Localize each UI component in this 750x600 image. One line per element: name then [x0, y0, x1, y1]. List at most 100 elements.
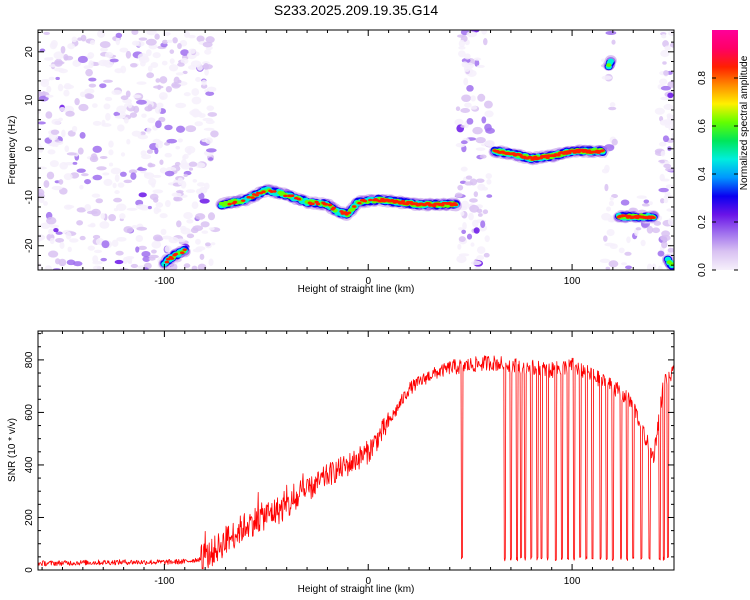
noise-blob	[63, 204, 73, 210]
noise-blob	[609, 196, 614, 201]
noise-blob	[138, 55, 150, 63]
noise-blob	[53, 60, 65, 65]
signal-blob	[339, 210, 344, 213]
noise-blob	[626, 236, 631, 244]
noise-blob	[660, 198, 665, 204]
noise-blob	[114, 259, 124, 265]
noise-blob	[89, 155, 99, 163]
noise-blob	[663, 163, 671, 169]
noise-blob	[88, 83, 97, 88]
noise-blob	[92, 260, 103, 265]
noise-blob	[663, 70, 669, 76]
y-tick-label: 200	[24, 509, 35, 526]
noise-blob	[49, 224, 60, 229]
noise-blob	[460, 211, 465, 216]
colorbar-tick-label: 0.4	[697, 167, 708, 181]
noise-blob	[199, 198, 210, 204]
signal-track	[215, 183, 462, 221]
noise-blob	[663, 198, 669, 204]
noise-blob	[100, 257, 107, 262]
noise-blob	[74, 98, 80, 106]
noise-blob	[47, 149, 56, 155]
noise-blob	[84, 203, 92, 211]
spectrogram-frame	[37, 29, 675, 271]
noise-blob	[123, 179, 133, 184]
snr-series-line	[38, 355, 674, 570]
noise-blob	[130, 263, 139, 268]
noise-blob	[180, 49, 190, 56]
noise-blob	[171, 192, 182, 198]
noise-blob	[138, 192, 147, 198]
noise-blob	[152, 197, 159, 203]
noise-blob	[608, 260, 619, 268]
noise-blob	[77, 55, 88, 64]
noise-blob	[466, 85, 474, 92]
noise-blob	[191, 88, 200, 96]
noise-blob	[461, 200, 469, 209]
noise-blob	[173, 196, 180, 202]
noise-blob	[191, 108, 200, 114]
spectrogram-x-axis: -100 0 100	[41, 30, 675, 287]
noise-blob	[460, 166, 468, 172]
noise-blob	[132, 94, 142, 99]
signal-blob	[310, 202, 315, 206]
noise-blob	[161, 60, 168, 66]
noise-blob	[651, 227, 660, 234]
noise-blob	[458, 50, 466, 58]
signal-blob	[180, 251, 185, 254]
noise-blob	[152, 52, 161, 59]
noise-blob	[667, 92, 674, 99]
noise-blob	[76, 220, 84, 226]
noise-blob	[53, 51, 65, 60]
noise-blob	[464, 53, 471, 60]
noise-blob	[606, 228, 615, 237]
signal-blob	[164, 260, 170, 264]
noise-blob	[458, 46, 466, 50]
noise-blob	[38, 143, 41, 147]
noise-blob	[662, 61, 667, 65]
signal-blob	[327, 203, 333, 207]
signal-blob	[352, 205, 357, 208]
noise-blob	[55, 237, 65, 243]
noise-blob	[663, 103, 674, 111]
noise-blob	[185, 189, 196, 194]
noise-blob	[86, 210, 98, 215]
noise-blob	[470, 105, 478, 110]
noise-blob	[486, 194, 493, 198]
signal-blob	[261, 190, 266, 193]
noise-blob	[201, 230, 209, 234]
noise-blob	[84, 88, 95, 94]
noise-blob	[137, 134, 149, 140]
noise-blob	[599, 258, 611, 263]
noise-blob	[164, 199, 171, 208]
noise-blob	[168, 64, 179, 72]
noise-blob	[49, 56, 54, 61]
noise-blob	[474, 266, 481, 270]
noise-blob	[466, 117, 474, 125]
spectrogram-y-label: Frequency (Hz)	[7, 116, 18, 185]
noise-blob	[147, 65, 153, 72]
noise-blob	[204, 137, 213, 145]
noise-blob	[153, 207, 160, 215]
noise-blob	[194, 162, 206, 169]
noise-blob	[138, 245, 147, 251]
noise-blob	[667, 247, 674, 253]
noise-blob	[604, 242, 616, 247]
noise-blob	[204, 68, 209, 76]
noise-blob	[458, 39, 466, 48]
noise-blob	[79, 235, 86, 241]
noise-blob	[608, 106, 617, 111]
noise-blob	[643, 199, 650, 204]
noise-blob	[176, 125, 186, 133]
noise-blob	[177, 138, 183, 143]
noise-blob	[203, 127, 215, 131]
noise-blob	[63, 89, 70, 97]
noise-blob	[50, 39, 58, 48]
noise-blob	[187, 34, 196, 39]
noise-blob	[135, 234, 144, 242]
noise-blob	[141, 250, 151, 258]
signal-blob	[346, 211, 352, 215]
noise-blob	[666, 208, 674, 212]
noise-blob	[476, 255, 485, 261]
noise-blob	[455, 106, 461, 112]
